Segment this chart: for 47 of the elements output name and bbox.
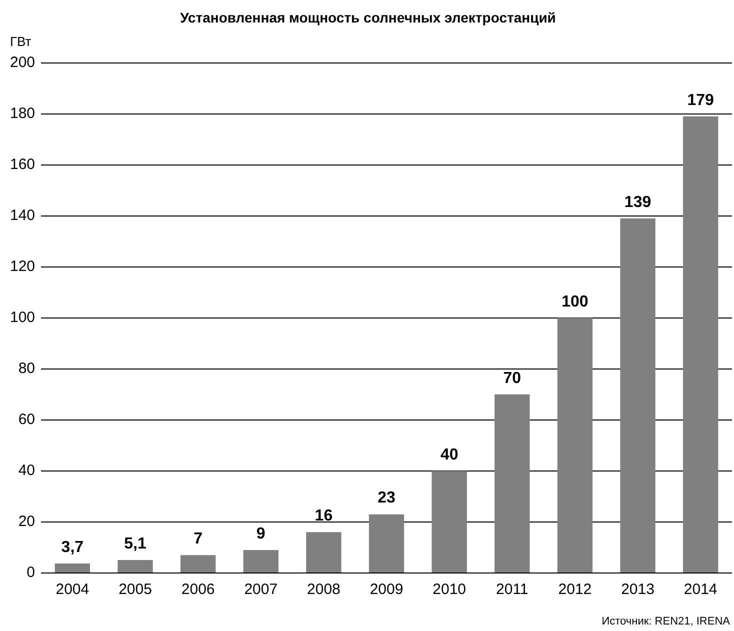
y-axis-title: ГВт (10, 34, 32, 49)
x-tick-label: 2010 (432, 581, 466, 598)
data-label: 3,7 (61, 538, 84, 556)
y-tick-label: 60 (18, 411, 36, 428)
data-label: 139 (624, 194, 652, 211)
data-label: 179 (687, 92, 714, 109)
y-tick-label: 20 (18, 513, 36, 530)
y-tick-label: 200 (10, 54, 36, 71)
y-tick-label: 40 (18, 462, 36, 480)
x-tick-label: 2004 (56, 581, 90, 598)
x-tick-label: 2011 (496, 581, 528, 598)
bar (118, 560, 153, 572)
bar (557, 318, 593, 572)
text: Источник: REN21, IRENA (602, 616, 731, 628)
x-tick-label: 2007 (244, 581, 278, 598)
data-label: 16 (314, 508, 333, 525)
y-tick-label: 0 (26, 564, 36, 582)
data-label: 70 (503, 370, 522, 387)
y-tick-label: 80 (18, 360, 36, 378)
y-tick-label: 120 (10, 258, 36, 276)
data-label: 23 (378, 490, 396, 507)
bar (243, 550, 278, 572)
chart-title: Установленная мощность солнечных электростанций (180, 9, 556, 26)
x-tick-label: 2014 (684, 581, 718, 598)
bar (494, 394, 530, 572)
x-tick-label: 2013 (621, 581, 654, 598)
x-tick-label: 2006 (181, 581, 215, 598)
x-tick-label: 2009 (370, 581, 404, 598)
x-tick-label: 2008 (307, 581, 340, 598)
y-tick-label: 160 (10, 156, 36, 173)
data-label: 100 (562, 293, 588, 310)
bar (306, 532, 342, 572)
y-tick-label: 100 (10, 309, 36, 326)
data-label: 40 (440, 446, 458, 464)
y-tick-label: 140 (10, 207, 36, 224)
bar (54, 564, 90, 572)
data-label: 9 (256, 525, 266, 542)
data-label: 7 (194, 530, 203, 548)
data-label: 5,1 (124, 535, 146, 552)
bar (683, 116, 718, 572)
bar (432, 470, 467, 572)
bar (368, 514, 404, 572)
x-tick-label: 2012 (558, 581, 592, 598)
bar (180, 555, 216, 572)
bar (620, 218, 656, 572)
y-tick-label: 180 (10, 104, 36, 122)
x-tick-label: 2005 (118, 581, 152, 598)
